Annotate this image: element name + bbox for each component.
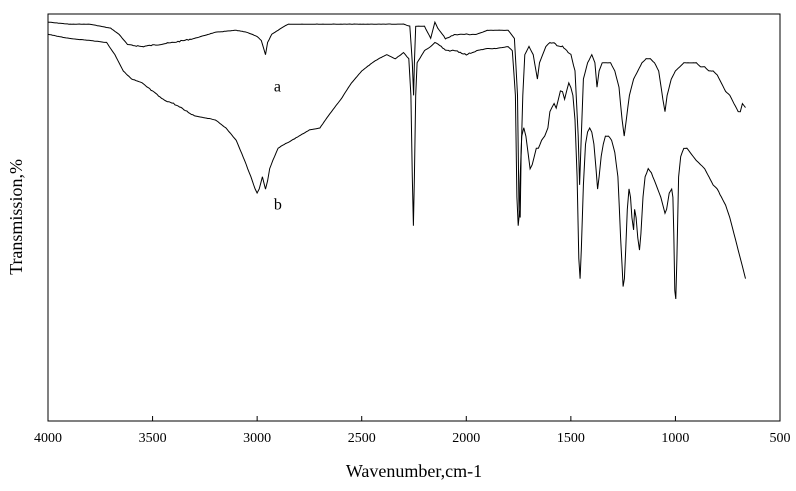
x-tick-label: 4000: [34, 431, 62, 446]
plot-frame: [47, 13, 781, 422]
series-line-b: [47, 33, 746, 300]
x-tick-label: 2500: [348, 431, 376, 446]
x-tick-label: 3500: [139, 431, 167, 446]
series-layer: [47, 20, 746, 300]
x-axis-title: Wavenumber,cm-1: [346, 461, 482, 481]
y-axis-title: Transmission,%: [6, 159, 26, 275]
x-axis-ticks: [47, 416, 781, 421]
x-tick-label: 500: [770, 431, 791, 446]
x-axis-tick-labels: 4000 3500 3000 2500 2000 1500 1000 500: [34, 431, 791, 446]
x-tick-label: 1000: [661, 431, 689, 446]
series-label-b: b: [274, 196, 282, 213]
series-labels: ab: [274, 78, 282, 213]
x-tick-label: 1500: [557, 431, 585, 446]
x-tick-label: 2000: [452, 431, 480, 446]
x-tick-label: 3000: [243, 431, 271, 446]
series-line-a: [47, 20, 746, 218]
series-label-a: a: [274, 78, 281, 95]
